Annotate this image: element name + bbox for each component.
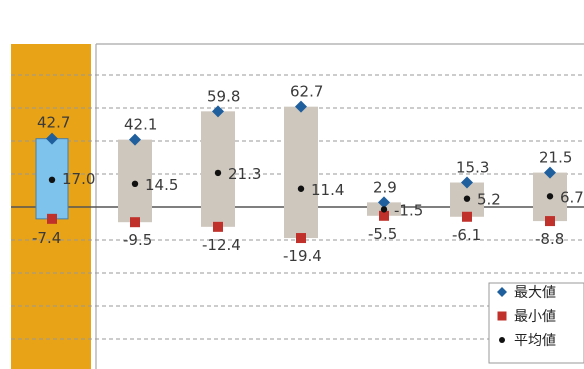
avg-value-label: 17.0 (62, 170, 95, 188)
min-value-label: -5.5 (368, 225, 397, 243)
min-value-label: -7.4 (32, 229, 61, 247)
avg-value-label: -1.5 (394, 201, 423, 219)
legend-label-min: 最小値 (514, 309, 556, 325)
legend-label-avg: 平均値 (514, 333, 556, 349)
avg-value-label: 6.7 (560, 188, 584, 206)
avg-marker (546, 193, 554, 200)
max-marker (544, 166, 556, 179)
avg-value-label: 5.2 (477, 191, 501, 209)
legend-box (488, 282, 584, 364)
max-marker (295, 100, 307, 113)
min-marker (545, 216, 555, 227)
min-marker (462, 211, 472, 222)
legend-max-marker (497, 287, 507, 297)
max-marker (46, 132, 58, 145)
min-value-label: -9.5 (123, 231, 152, 249)
max-value-label: 42.1 (124, 116, 157, 134)
min-marker (130, 217, 140, 228)
avg-marker (297, 185, 305, 192)
avg-marker (214, 169, 222, 177)
max-marker (461, 176, 473, 189)
avg-value-label: 11.4 (311, 181, 344, 199)
avg-marker (380, 206, 388, 213)
min-value-label: -8.8 (535, 230, 564, 248)
min-value-label: -12.4 (202, 236, 241, 254)
legend-avg-marker (499, 337, 505, 343)
max-value-label: 15.3 (456, 159, 489, 177)
max-marker (378, 196, 390, 209)
avg-marker (131, 180, 139, 187)
max-value-label: 62.7 (290, 83, 323, 101)
avg-marker (48, 176, 56, 183)
min-marker (379, 210, 389, 221)
avg-value-label: 14.5 (145, 176, 178, 194)
range-bar (284, 106, 318, 239)
range-bar (201, 111, 235, 227)
min-marker (213, 221, 223, 232)
max-marker (129, 133, 141, 146)
max-value-label: 59.8 (207, 87, 240, 105)
max-value-label: 21.5 (539, 149, 572, 167)
legend-label-max: 最大値 (514, 285, 556, 301)
max-value-label: 2.9 (373, 178, 397, 196)
label-layer: 42.7 -7.4 17.0 42.1 -9.5 14.5 59.8 -12.4 21.3 62.… (32, 83, 584, 265)
max-value-label: 42.7 (37, 114, 70, 132)
max-marker (212, 105, 224, 118)
bar-layer (35, 100, 567, 244)
avg-value-label: 21.3 (228, 165, 261, 183)
min-value-label: -19.4 (283, 247, 322, 265)
min-value-label: -6.1 (452, 226, 481, 244)
avg-marker (463, 195, 471, 202)
min-marker (47, 213, 57, 224)
min-marker (296, 233, 306, 244)
legend-min-marker (497, 311, 507, 321)
